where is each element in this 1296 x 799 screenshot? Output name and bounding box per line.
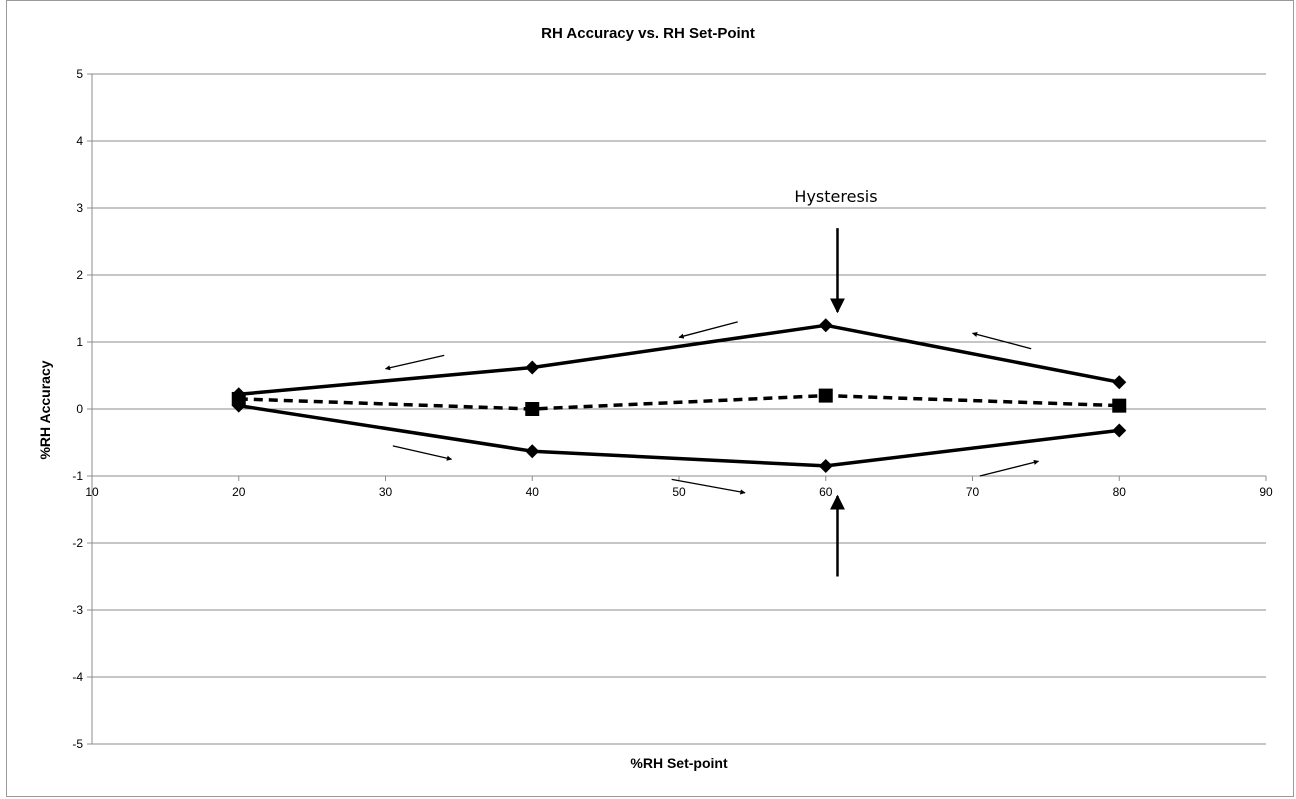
direction-arrow — [671, 478, 746, 495]
y-tick-label: 5 — [76, 67, 83, 81]
gridlines — [92, 73, 1266, 745]
chart-frame — [6, 0, 1294, 797]
series-line-2 — [238, 393, 1120, 411]
y-tick-label: -5 — [72, 737, 83, 751]
x-tick-label: 50 — [672, 485, 686, 499]
y-tick-label: 2 — [76, 268, 83, 282]
y-tick-label: -4 — [72, 670, 83, 684]
hysteresis-annotation: Hysteresis — [794, 187, 877, 206]
chart-title: RH Accuracy vs. RH Set-Point — [541, 25, 755, 42]
x-tick-label: 70 — [966, 485, 980, 499]
series-line-0 — [238, 403, 1120, 468]
x-tick-label: 90 — [1259, 485, 1273, 499]
y-tick-label: 1 — [76, 335, 83, 349]
y-tick-label: -2 — [72, 536, 83, 550]
direction-arrow — [678, 321, 738, 339]
y-tick-labels: 5 4 3 2 1 0 -1 -2 -3 -4 -5 — [72, 67, 83, 751]
series-line-1 — [238, 323, 1120, 397]
diamond-marker — [1112, 375, 1127, 390]
y-tick-label: 3 — [76, 201, 83, 215]
y-tick-label: 0 — [76, 402, 83, 416]
direction-arrow — [971, 331, 1032, 350]
axes — [87, 73, 1267, 745]
x-tick-label: 60 — [819, 485, 833, 499]
annotation-arrows — [384, 228, 1040, 577]
x-axis-label: %RH Set-point — [630, 755, 728, 771]
y-tick-label: 4 — [76, 134, 83, 148]
series-lines — [238, 323, 1120, 468]
y-tick-label: -3 — [72, 603, 83, 617]
x-tick-label: 40 — [526, 485, 540, 499]
direction-arrow — [979, 459, 1040, 477]
diamond-marker — [525, 360, 540, 375]
x-tick-label: 10 — [85, 485, 99, 499]
series-markers — [231, 318, 1127, 473]
direction-arrow — [384, 354, 445, 371]
square-marker — [525, 402, 540, 416]
square-marker — [818, 388, 833, 403]
square-marker — [1112, 398, 1127, 413]
x-tick-label: 80 — [1113, 485, 1127, 499]
diamond-marker — [1112, 423, 1127, 438]
direction-arrow — [392, 445, 453, 461]
x-tick-labels: 10 20 30 40 50 60 70 80 90 — [85, 485, 1273, 499]
x-tick-label: 20 — [232, 485, 246, 499]
diamond-marker — [525, 444, 540, 459]
x-tick-label: 30 — [379, 485, 393, 499]
square-marker — [231, 391, 246, 406]
diamond-marker — [818, 318, 833, 333]
y-axis-label: %RH Accuracy — [37, 360, 53, 459]
diamond-marker — [818, 458, 833, 473]
y-tick-label: -1 — [72, 469, 83, 483]
